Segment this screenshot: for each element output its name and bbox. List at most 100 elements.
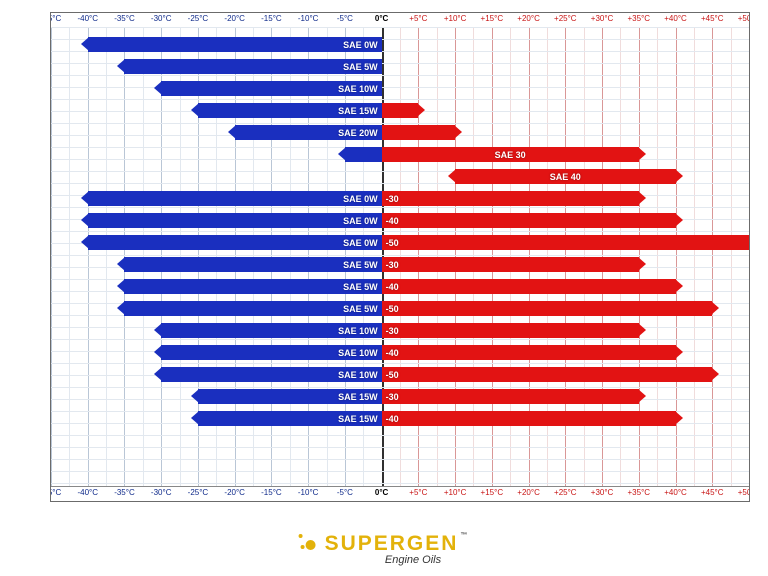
arrow-left-icon [117, 279, 125, 293]
brand-name: SUPERGEN [325, 532, 459, 555]
viscosity-bar: SAE 10W -50 [161, 367, 712, 382]
bar-label-hot: -50 [386, 304, 399, 314]
arrow-right-icon [454, 125, 462, 139]
axis-tick-label: +20°C [517, 14, 540, 23]
axis-tick-label: -15°C [261, 14, 282, 23]
axis-tick-label: +10°C [444, 488, 467, 497]
bar-label-cold: SAE 5W [343, 62, 378, 72]
bar-hot-segment: -50 [382, 301, 713, 316]
arrow-left-icon [228, 125, 236, 139]
axis-tick-label: -25°C [188, 488, 209, 497]
arrow-left-icon [191, 389, 199, 403]
bar-label-hot: -50 [386, 370, 399, 380]
bar-hot-segment: SAE 40 [455, 169, 675, 184]
bar-label-cold: SAE 10W [338, 370, 378, 380]
bar-label-cold: SAE 15W [338, 414, 378, 424]
bar-hot-segment: -30 [382, 257, 639, 272]
bar-label-cold: SAE 0W [343, 238, 378, 248]
arrow-left-icon [448, 169, 456, 183]
viscosity-bar: SAE 20W [235, 125, 455, 140]
bar-cold-segment: SAE 0W [88, 191, 382, 206]
axis-tick-label: +50°C [738, 14, 750, 23]
axis-tick-label: +15°C [481, 488, 504, 497]
viscosity-bar: SAE 0W [88, 37, 382, 52]
arrow-right-icon [675, 169, 683, 183]
axis-tick-label: -20°C [224, 488, 245, 497]
brand-dots-icon [299, 534, 321, 550]
bar-label-cold: SAE 15W [338, 392, 378, 402]
axis-tick-label: -10°C [298, 488, 319, 497]
bar-hot-segment: -40 [382, 279, 676, 294]
axis-tick-label: +35°C [628, 14, 651, 23]
arrow-left-icon [154, 367, 162, 381]
axis-tick-label: +25°C [554, 14, 577, 23]
viscosity-bar: SAE 10W -30 [161, 323, 639, 338]
axis-tick-label: +25°C [554, 488, 577, 497]
bar-label-hot: -40 [386, 414, 399, 424]
x-axis-top: -45°C-40°C-35°C-30°C-25°C-20°C-15°C-10°C… [51, 13, 749, 28]
axis-tick-label: +30°C [591, 488, 614, 497]
bar-hot-segment [382, 103, 419, 118]
chart-area: -45°C-40°C-35°C-30°C-25°C-20°C-15°C-10°C… [50, 12, 750, 502]
bar-label-hot: SAE 30 [495, 150, 526, 160]
arrow-left-icon [81, 37, 89, 51]
arrow-left-icon [154, 323, 162, 337]
viscosity-bar: SAE 15W-30 [198, 389, 639, 404]
axis-tick-label: +5°C [409, 488, 427, 497]
arrow-left-icon [154, 81, 162, 95]
bar-hot-segment: -40 [382, 411, 676, 426]
oil-viscosity-chart: -45°C-40°C-35°C-30°C-25°C-20°C-15°C-10°C… [0, 0, 768, 576]
axis-tick-label: -20°C [224, 14, 245, 23]
bar-label-hot: -30 [386, 326, 399, 336]
axis-tick-label: -25°C [188, 14, 209, 23]
bar-hot-segment: -50 [382, 235, 749, 250]
trademark-symbol: ™ [460, 532, 469, 539]
bar-label-hot: -30 [386, 194, 399, 204]
arrow-right-icon [638, 147, 646, 161]
axis-tick-label: 0°C [375, 14, 388, 23]
axis-tick-label: -40°C [77, 14, 98, 23]
viscosity-bar: SAE 5W [124, 59, 381, 74]
axis-tick-label: -40°C [77, 488, 98, 497]
bar-label-hot: SAE 40 [550, 172, 581, 182]
arrow-left-icon [117, 301, 125, 315]
arrow-left-icon [191, 103, 199, 117]
arrow-right-icon [638, 191, 646, 205]
bar-label-cold: SAE 10W [338, 326, 378, 336]
bar-hot-segment: -30 [382, 323, 639, 338]
axis-tick-label: -5°C [337, 488, 353, 497]
viscosity-bar: SAE 15W [198, 103, 418, 118]
bar-label-hot: -40 [386, 348, 399, 358]
arrow-left-icon [338, 147, 346, 161]
axis-tick-label: -15°C [261, 488, 282, 497]
arrow-left-icon [154, 345, 162, 359]
arrow-left-icon [191, 411, 199, 425]
arrow-right-icon [638, 257, 646, 271]
x-axis-bottom: -45°C-40°C-35°C-30°C-25°C-20°C-15°C-10°C… [51, 486, 749, 501]
bar-cold-segment: SAE 0W [88, 213, 382, 228]
arrow-left-icon [117, 257, 125, 271]
bar-cold-segment: SAE 15W [198, 389, 382, 404]
axis-tick-label: +35°C [628, 488, 651, 497]
viscosity-bar: SAE 0W -50 [88, 235, 749, 250]
bar-label-cold: SAE 20W [338, 128, 378, 138]
arrow-right-icon [675, 213, 683, 227]
viscosity-bar: SAE 10W [161, 81, 381, 96]
arrow-right-icon [748, 235, 750, 249]
bar-hot-segment: SAE 30 [382, 147, 639, 162]
bar-label-cold: SAE 5W [343, 304, 378, 314]
arrow-right-icon [675, 279, 683, 293]
bar-cold-segment [345, 147, 382, 162]
bar-label-cold: SAE 5W [343, 260, 378, 270]
bar-cold-segment: SAE 0W [88, 37, 382, 52]
arrow-left-icon [81, 213, 89, 227]
arrow-right-icon [417, 103, 425, 117]
bar-cold-segment: SAE 10W [161, 81, 381, 96]
brand-name-line: SUPERGEN™ [299, 532, 470, 556]
bar-label-cold: SAE 10W [338, 84, 378, 94]
bar-label-cold: SAE 15W [338, 106, 378, 116]
axis-tick-label: +10°C [444, 14, 467, 23]
axis-tick-label: -45°C [50, 488, 61, 497]
axis-tick-label: +50°C [738, 488, 750, 497]
arrow-right-icon [675, 411, 683, 425]
